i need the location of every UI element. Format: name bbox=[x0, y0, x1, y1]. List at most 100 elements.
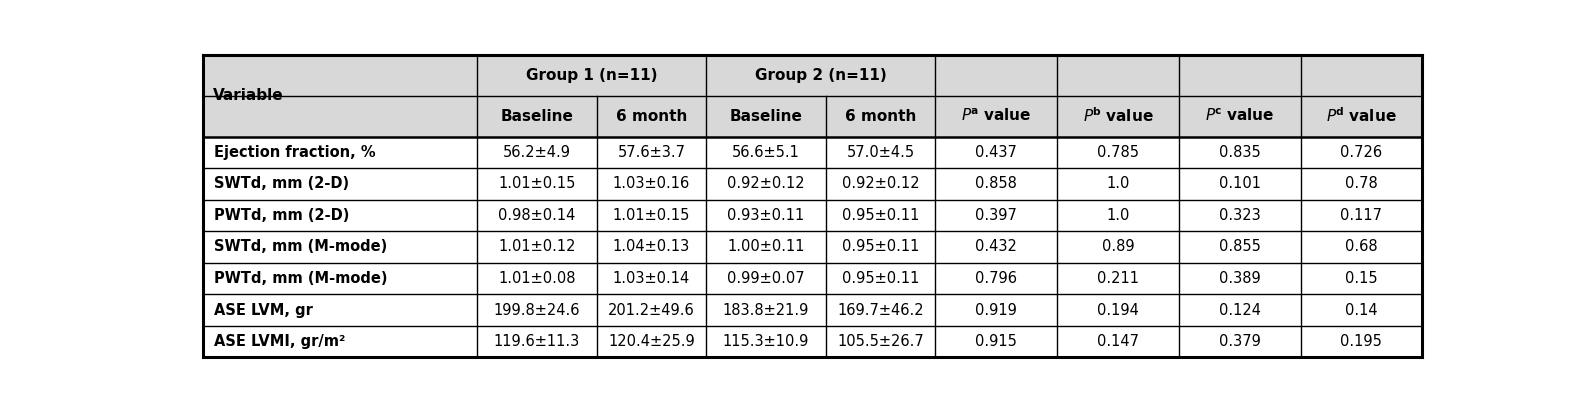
Text: 0.379: 0.379 bbox=[1219, 334, 1262, 349]
Bar bbox=[477, 200, 596, 231]
Text: 119.6±11.3: 119.6±11.3 bbox=[495, 334, 580, 349]
Bar bbox=[1057, 231, 1179, 263]
Text: $\mathbf{\mathit{P}}$$^{\mathbf{d}}$ value: $\mathbf{\mathit{P}}$$^{\mathbf{d}}$ val… bbox=[1327, 107, 1396, 126]
Text: 1.01±0.08: 1.01±0.08 bbox=[498, 271, 575, 286]
Bar bbox=[203, 263, 477, 294]
Bar bbox=[935, 136, 1057, 168]
Bar bbox=[1057, 326, 1179, 357]
Text: Variable: Variable bbox=[212, 88, 284, 103]
Bar bbox=[596, 200, 707, 231]
Bar bbox=[935, 200, 1057, 231]
Text: 0.68: 0.68 bbox=[1346, 239, 1377, 254]
Bar bbox=[596, 136, 707, 168]
Text: 0.99±0.07: 0.99±0.07 bbox=[728, 271, 805, 286]
Bar bbox=[1301, 168, 1422, 200]
Bar bbox=[596, 168, 707, 200]
Bar bbox=[935, 55, 1057, 96]
Text: 1.03±0.16: 1.03±0.16 bbox=[613, 176, 689, 191]
Bar bbox=[1057, 55, 1179, 96]
Text: 0.323: 0.323 bbox=[1219, 208, 1262, 223]
Text: 0.15: 0.15 bbox=[1346, 271, 1377, 286]
Text: Baseline: Baseline bbox=[729, 109, 802, 124]
Text: 6 month: 6 month bbox=[617, 109, 688, 124]
Bar bbox=[826, 294, 935, 326]
Bar bbox=[707, 231, 826, 263]
Text: 56.6±5.1: 56.6±5.1 bbox=[732, 145, 800, 160]
Text: 6 month: 6 month bbox=[845, 109, 916, 124]
Text: 1.01±0.15: 1.01±0.15 bbox=[613, 208, 689, 223]
Bar bbox=[203, 136, 477, 168]
Text: 0.101: 0.101 bbox=[1219, 176, 1262, 191]
Bar bbox=[1301, 294, 1422, 326]
Text: $\mathbf{\mathit{P}}$$^{\mathbf{c}}$ value: $\mathbf{\mathit{P}}$$^{\mathbf{c}}$ val… bbox=[1205, 108, 1274, 124]
Text: 0.89: 0.89 bbox=[1102, 239, 1135, 254]
Bar bbox=[826, 200, 935, 231]
Text: 0.919: 0.919 bbox=[975, 303, 1018, 318]
Bar bbox=[477, 168, 596, 200]
Bar bbox=[707, 55, 935, 96]
Text: $\mathbf{\mathit{P}}$$^{\mathbf{a}}$ value: $\mathbf{\mathit{P}}$$^{\mathbf{a}}$ val… bbox=[961, 108, 1032, 124]
Text: PWTd, mm (2-D): PWTd, mm (2-D) bbox=[214, 208, 349, 223]
Text: 1.04±0.13: 1.04±0.13 bbox=[613, 239, 689, 254]
Text: 0.117: 0.117 bbox=[1341, 208, 1382, 223]
Text: ASE LVM, gr: ASE LVM, gr bbox=[214, 303, 312, 318]
Bar bbox=[935, 168, 1057, 200]
Bar bbox=[935, 326, 1057, 357]
Bar bbox=[1057, 263, 1179, 294]
Text: 1.01±0.15: 1.01±0.15 bbox=[498, 176, 575, 191]
Text: 57.6±3.7: 57.6±3.7 bbox=[618, 145, 685, 160]
Bar bbox=[1179, 326, 1301, 357]
Text: 0.98±0.14: 0.98±0.14 bbox=[498, 208, 575, 223]
Bar bbox=[1057, 168, 1179, 200]
Text: 0.14: 0.14 bbox=[1346, 303, 1377, 318]
Text: 0.835: 0.835 bbox=[1219, 145, 1262, 160]
Bar bbox=[1057, 294, 1179, 326]
Bar bbox=[596, 263, 707, 294]
Bar bbox=[596, 96, 707, 136]
Text: Group 2 (n=11): Group 2 (n=11) bbox=[754, 68, 886, 83]
Text: 0.726: 0.726 bbox=[1341, 145, 1382, 160]
Bar bbox=[1179, 200, 1301, 231]
Bar bbox=[203, 231, 477, 263]
Bar bbox=[1057, 96, 1179, 136]
Text: 0.389: 0.389 bbox=[1219, 271, 1262, 286]
Bar bbox=[203, 294, 477, 326]
Bar bbox=[477, 263, 596, 294]
Bar bbox=[826, 231, 935, 263]
Bar bbox=[1179, 136, 1301, 168]
Bar bbox=[1301, 263, 1422, 294]
Text: 0.147: 0.147 bbox=[1097, 334, 1140, 349]
Bar bbox=[826, 136, 935, 168]
Bar bbox=[1179, 231, 1301, 263]
Bar bbox=[596, 326, 707, 357]
Bar bbox=[203, 200, 477, 231]
Bar bbox=[1179, 168, 1301, 200]
Bar bbox=[1057, 136, 1179, 168]
Text: ASE LVMI, gr/m²: ASE LVMI, gr/m² bbox=[214, 334, 346, 349]
Text: 105.5±26.7: 105.5±26.7 bbox=[837, 334, 924, 349]
Bar bbox=[1301, 326, 1422, 357]
Text: 0.124: 0.124 bbox=[1219, 303, 1262, 318]
Text: $\mathbf{\mathit{P}}$$^{\mathbf{b}}$ value: $\mathbf{\mathit{P}}$$^{\mathbf{b}}$ val… bbox=[1083, 107, 1154, 126]
Text: 0.432: 0.432 bbox=[975, 239, 1018, 254]
Bar bbox=[596, 231, 707, 263]
Bar bbox=[477, 231, 596, 263]
Bar bbox=[1057, 200, 1179, 231]
Bar bbox=[477, 55, 707, 96]
Bar bbox=[707, 136, 826, 168]
Bar bbox=[1179, 294, 1301, 326]
Text: 0.437: 0.437 bbox=[975, 145, 1018, 160]
Text: 169.7±46.2: 169.7±46.2 bbox=[837, 303, 924, 318]
Text: 199.8±24.6: 199.8±24.6 bbox=[493, 303, 580, 318]
Bar bbox=[203, 326, 477, 357]
Text: 1.0: 1.0 bbox=[1106, 208, 1130, 223]
Bar bbox=[203, 168, 477, 200]
Text: 0.855: 0.855 bbox=[1219, 239, 1262, 254]
Text: 0.92±0.12: 0.92±0.12 bbox=[842, 176, 919, 191]
Bar bbox=[935, 231, 1057, 263]
Text: 201.2±49.6: 201.2±49.6 bbox=[609, 303, 694, 318]
Bar bbox=[1179, 55, 1301, 96]
Bar bbox=[1301, 136, 1422, 168]
Text: 1.03±0.14: 1.03±0.14 bbox=[613, 271, 689, 286]
Text: 0.78: 0.78 bbox=[1346, 176, 1377, 191]
